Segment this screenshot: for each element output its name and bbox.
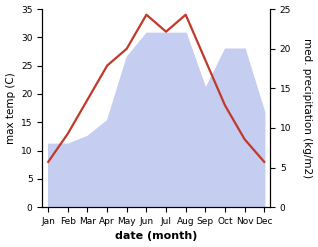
- Y-axis label: max temp (C): max temp (C): [5, 72, 16, 144]
- Y-axis label: med. precipitation (kg/m2): med. precipitation (kg/m2): [302, 38, 313, 178]
- X-axis label: date (month): date (month): [115, 231, 197, 242]
